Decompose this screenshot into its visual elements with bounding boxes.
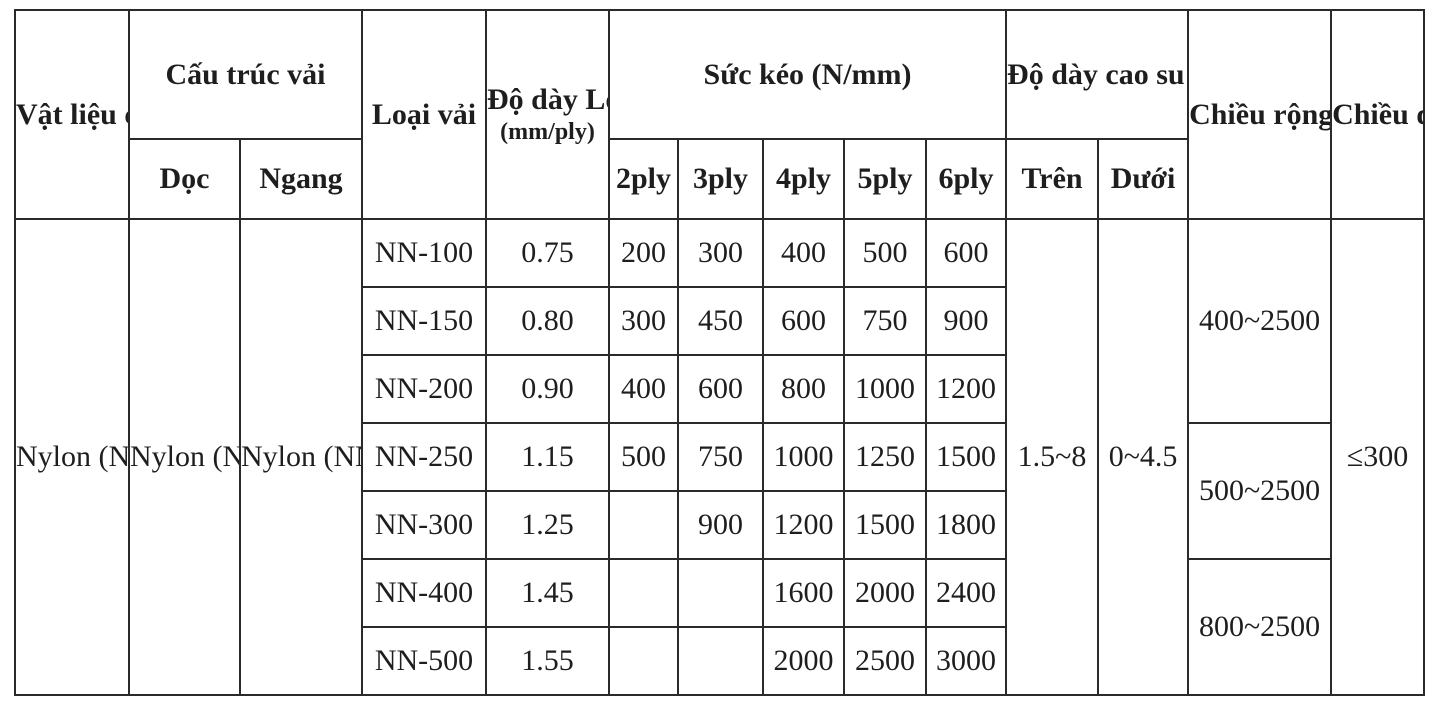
ply-cell: 750 bbox=[843, 286, 927, 356]
ply-cell: 450 bbox=[677, 286, 764, 356]
header-ply-5: 5ply bbox=[843, 138, 927, 220]
table-row: NN-200 0.90 400 600 800 1000 1200 bbox=[15, 354, 1424, 424]
type-cell: NN-150 bbox=[361, 286, 487, 356]
header-ply-6: 6ply bbox=[924, 138, 1008, 220]
ply-cell bbox=[608, 626, 679, 696]
header-doc: Dọc bbox=[128, 138, 241, 220]
header-do-day: Độ dày Loại vải (mm/ply) bbox=[485, 9, 610, 220]
header-vat-lieu: Vật liệu chính bbox=[14, 9, 130, 220]
header-tren: Trên bbox=[1005, 138, 1100, 220]
ply-cell: 200 bbox=[608, 218, 679, 288]
thickness-cell: 1.15 bbox=[485, 422, 610, 492]
type-cell: NN-400 bbox=[361, 558, 487, 628]
ply-cell: 500 bbox=[608, 422, 679, 492]
ply-cell bbox=[608, 558, 679, 628]
material-cell: Nylon (NN) bbox=[14, 218, 130, 696]
table-row: NN-500 1.55 2000 2500 3000 bbox=[15, 626, 1424, 696]
ply-cell bbox=[677, 626, 764, 696]
thickness-cell: 1.25 bbox=[485, 490, 610, 560]
tren-cell: 1.5~8 bbox=[1005, 218, 1100, 696]
header-cau-truc: Cấu trúc vải bbox=[128, 9, 363, 140]
width-cell: 400~2500 bbox=[1187, 218, 1333, 424]
header-chieu-rong: Chiều rộng (mm) bbox=[1187, 9, 1333, 220]
ply-cell: 800 bbox=[762, 354, 845, 424]
ply-cell: 1600 bbox=[762, 558, 845, 628]
thickness-cell: 0.80 bbox=[485, 286, 610, 356]
header-loai-vai: Loại vải bbox=[361, 9, 487, 220]
type-cell: NN-300 bbox=[361, 490, 487, 560]
header-duoi: Dưới bbox=[1097, 138, 1190, 220]
thickness-cell: 1.45 bbox=[485, 558, 610, 628]
ply-cell: 400 bbox=[762, 218, 845, 288]
width-cell: 800~2500 bbox=[1187, 558, 1333, 696]
header-do-day-title: Độ dày Loại vải bbox=[487, 83, 607, 117]
type-cell: NN-500 bbox=[361, 626, 487, 696]
header-ngang: Ngang bbox=[239, 138, 363, 220]
doc-cell: Nylon (NN) bbox=[128, 218, 241, 696]
spec-table: Vật liệu chính Cấu trúc vải Loại vải Độ … bbox=[14, 9, 1426, 696]
ply-cell: 400 bbox=[608, 354, 679, 424]
header-ply-4: 4ply bbox=[762, 138, 845, 220]
table-row: NN-400 1.45 1600 2000 2400 800~2500 bbox=[15, 558, 1424, 696]
header-do-day-unit: (mm/ply) bbox=[500, 119, 595, 146]
ply-cell: 2500 bbox=[843, 626, 927, 696]
ply-cell bbox=[677, 558, 764, 628]
ply-cell: 900 bbox=[924, 286, 1008, 356]
header-ply-3: 3ply bbox=[677, 138, 764, 220]
ply-cell: 600 bbox=[677, 354, 764, 424]
duoi-cell: 0~4.5 bbox=[1097, 218, 1190, 696]
ply-cell: 2000 bbox=[762, 626, 845, 696]
ply-cell bbox=[608, 490, 679, 560]
ply-cell: 2000 bbox=[843, 558, 927, 628]
ngang-cell: Nylon (NN) bbox=[239, 218, 363, 696]
ply-cell: 1200 bbox=[762, 490, 845, 560]
thickness-cell: 1.55 bbox=[485, 626, 610, 696]
ply-cell: 500 bbox=[843, 218, 927, 288]
width-cell: 500~2500 bbox=[1187, 422, 1333, 560]
ply-cell: 600 bbox=[924, 218, 1008, 288]
ply-cell: 1500 bbox=[843, 490, 927, 560]
ply-cell: 750 bbox=[677, 422, 764, 492]
thickness-cell: 0.90 bbox=[485, 354, 610, 424]
ply-cell: 1800 bbox=[924, 490, 1008, 560]
header-ply-2: 2ply bbox=[608, 138, 679, 220]
table-row: NN-250 1.15 500 750 1000 1250 1500 500~2… bbox=[15, 422, 1424, 560]
ply-cell: 300 bbox=[608, 286, 679, 356]
header-cao-su: Độ dày cao su bao phủ bbox=[1005, 9, 1190, 140]
ply-cell: 1200 bbox=[924, 354, 1008, 424]
table-row: Nylon (NN) Nylon (NN) Nylon (NN) NN-100 … bbox=[14, 218, 1426, 696]
ply-cell: 1000 bbox=[843, 354, 927, 424]
ply-cell: 3000 bbox=[924, 626, 1008, 696]
ply-cell: 300 bbox=[677, 218, 764, 288]
type-cell: NN-100 bbox=[361, 218, 487, 288]
header-chieu-dai: Chiều dài (mm) bbox=[1330, 9, 1426, 220]
table-row: NN-150 0.80 300 450 600 750 900 bbox=[15, 286, 1424, 356]
table-row: NN-300 1.25 900 1200 1500 1800 bbox=[15, 490, 1424, 560]
ply-cell: 600 bbox=[762, 286, 845, 356]
thickness-cell: 0.75 bbox=[485, 218, 610, 288]
ply-cell: 1500 bbox=[924, 422, 1008, 492]
ply-cell: 1250 bbox=[843, 422, 927, 492]
ply-cell: 2400 bbox=[924, 558, 1008, 628]
ply-cell: 1000 bbox=[762, 422, 845, 492]
length-cell: ≤300 bbox=[1330, 218, 1426, 696]
type-cell: NN-200 bbox=[361, 354, 487, 424]
type-cell: NN-250 bbox=[361, 422, 487, 492]
ply-cell: 900 bbox=[677, 490, 764, 560]
header-suc-keo: Sức kéo (N/mm) bbox=[607, 9, 1008, 140]
